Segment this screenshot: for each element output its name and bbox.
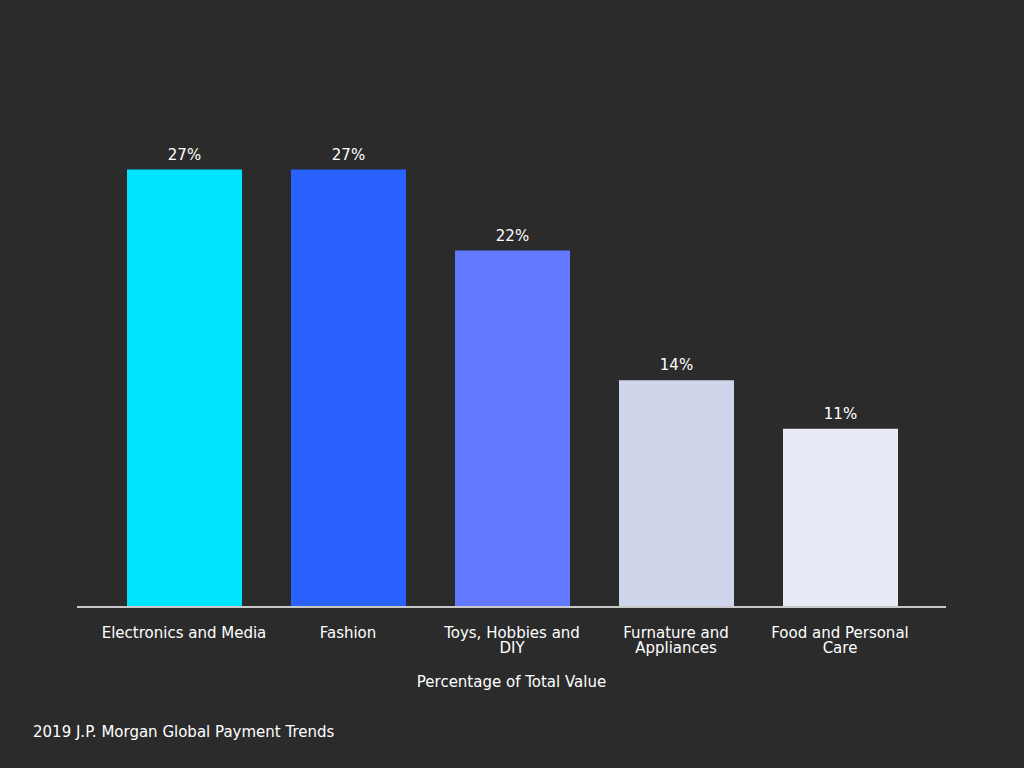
svg-text:Furnature andAppliances: Furnature andAppliances <box>623 624 728 657</box>
svg-text:14%: 14% <box>660 356 693 374</box>
svg-text:11%: 11% <box>824 405 857 423</box>
svg-text:Food and PersonalCare: Food and PersonalCare <box>771 624 909 657</box>
svg-text:Fashion: Fashion <box>320 624 377 642</box>
svg-text:Electronics and Media: Electronics and Media <box>102 624 267 642</box>
svg-text:Toys, Hobbies andDIY: Toys, Hobbies andDIY <box>443 624 580 657</box>
svg-text:27%: 27% <box>168 146 201 164</box>
html-text:2019 J.P. Morgan Global Paymen: 2019 J.P. Morgan Global Payment Trends <box>33 723 335 741</box>
svg-text:Percentage of Total Value: Percentage of Total Value <box>417 673 606 691</box>
svg-text:27%: 27% <box>332 146 365 164</box>
svg-text:22%: 22% <box>496 227 529 245</box>
